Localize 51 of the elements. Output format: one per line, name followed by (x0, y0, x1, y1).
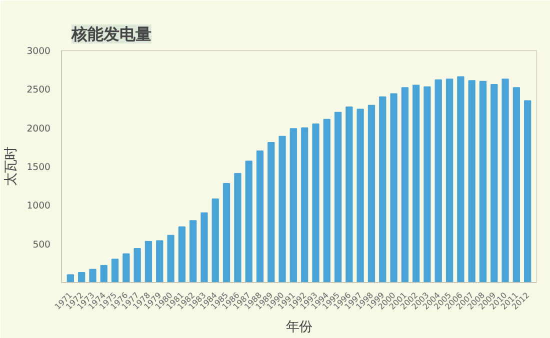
bar (334, 112, 342, 282)
bar (457, 76, 464, 282)
bar (479, 80, 487, 282)
bar (89, 268, 96, 282)
bar (312, 123, 320, 282)
bar (412, 84, 420, 282)
bar (346, 106, 353, 282)
bar (234, 172, 242, 282)
y-tick-label: 3000 (26, 46, 51, 57)
y-axis-title: 太瓦时 (4, 147, 19, 186)
y-tick-label: 1500 (26, 162, 51, 173)
bar (200, 212, 208, 282)
bar (468, 80, 476, 282)
bar (190, 220, 197, 282)
bar (178, 226, 186, 282)
bar (144, 241, 152, 282)
x-axis-title: 年份 (286, 320, 312, 336)
bar (401, 87, 408, 282)
bar (66, 274, 74, 282)
bar (446, 78, 454, 282)
y-tick-label: 2500 (26, 84, 51, 96)
bar (222, 183, 230, 282)
bar (490, 84, 498, 282)
bar (290, 128, 297, 282)
bar (368, 104, 376, 282)
bar (301, 127, 308, 282)
bar (268, 142, 275, 282)
y-tick-label: 500 (32, 239, 51, 250)
bar (256, 150, 264, 282)
bar (434, 79, 442, 282)
bar (78, 272, 86, 282)
y-tick-label: 1000 (26, 200, 51, 212)
bar (524, 100, 532, 282)
bar (424, 86, 431, 282)
bar (134, 248, 141, 282)
bar (167, 234, 174, 282)
bar (512, 87, 520, 282)
chart-title: 核能发电量 (70, 24, 152, 44)
bar (100, 264, 108, 282)
bar (212, 198, 219, 282)
bar (156, 240, 164, 282)
bar (390, 93, 398, 282)
bar (379, 96, 386, 282)
bar (278, 136, 286, 282)
bar (323, 118, 330, 282)
bar (111, 258, 119, 282)
bar (245, 160, 252, 282)
bar (502, 78, 509, 282)
y-tick-label: 2000 (26, 123, 51, 134)
bar (356, 108, 364, 282)
bar (122, 253, 130, 282)
